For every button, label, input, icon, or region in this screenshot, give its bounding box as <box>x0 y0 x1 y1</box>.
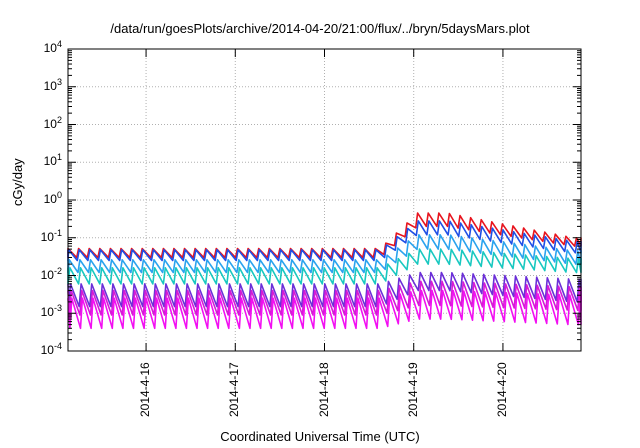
x-tick-label: 2014-4-18 <box>316 362 331 417</box>
series-lines <box>67 212 582 330</box>
series-line-3 <box>67 234 582 274</box>
y-tick-label: 101 <box>43 152 62 169</box>
tick-marks <box>68 48 581 352</box>
y-tick-label: 100 <box>43 190 62 206</box>
x-tick-label: 2014-4-19 <box>405 362 420 417</box>
series-line-1 <box>67 212 582 259</box>
y-axis-label: cGy/day <box>10 158 25 206</box>
y-tick-label: 10-3 <box>40 303 62 320</box>
x-axis-label: Coordinated Universal Time (UTC) <box>220 429 420 444</box>
x-tick-label: 2014-4-16 <box>138 362 153 417</box>
y-tick-label: 102 <box>43 114 62 131</box>
series-line-7 <box>67 289 582 330</box>
grid-lines <box>68 49 581 351</box>
y-tick-label: 10-2 <box>40 265 62 282</box>
series-line-2 <box>67 220 582 262</box>
y-tick-label: 10-4 <box>40 341 62 357</box>
y-tick-label: 10-1 <box>40 227 62 244</box>
series-line-4 <box>67 248 582 285</box>
x-tick-label: 2014-4-17 <box>227 362 242 417</box>
series-line-5 <box>67 271 582 308</box>
series-line-6 <box>67 280 582 316</box>
chart-title: /data/run/goesPlots/archive/2014-04-20/2… <box>110 21 530 36</box>
x-tick-label: 2014-4-20 <box>494 362 509 417</box>
y-tick-label: 103 <box>43 76 62 93</box>
y-tick-label: 104 <box>43 39 62 55</box>
